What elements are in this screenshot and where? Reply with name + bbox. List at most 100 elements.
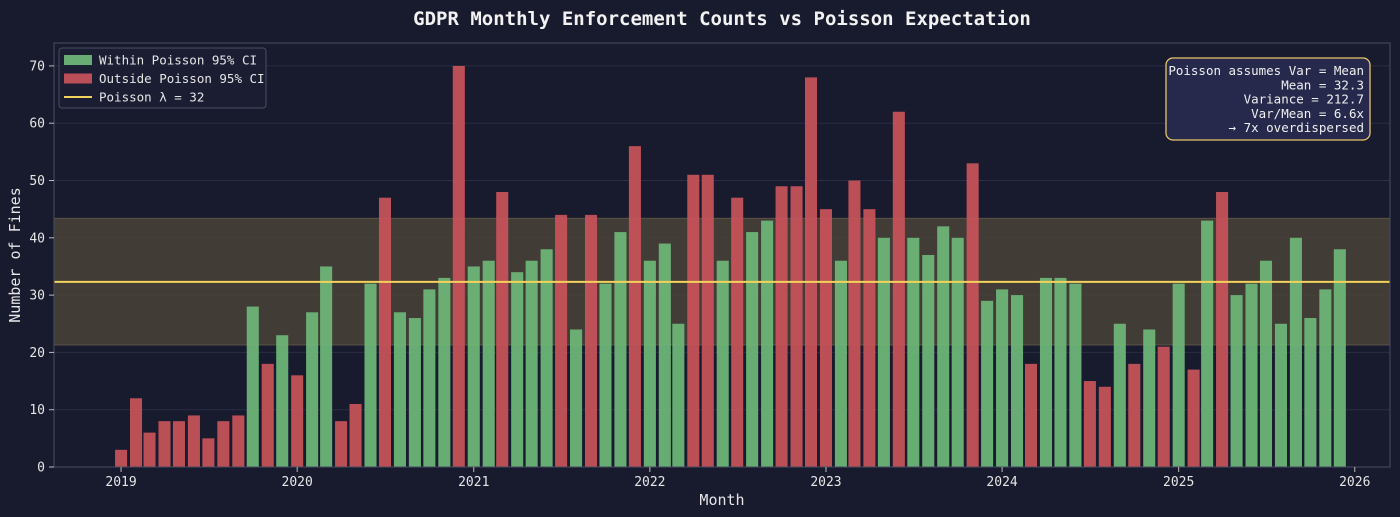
legend-swatch [64,55,92,65]
bar [540,249,553,467]
bar [907,237,920,467]
bar [1025,363,1038,467]
stats-line: Variance = 212.7 [1244,92,1364,107]
stats-line: → 7x overdispersed [1229,120,1364,135]
bar [129,398,143,467]
bar [291,375,304,467]
bar [335,421,348,467]
bar [1083,381,1096,467]
bar [202,438,215,467]
bar [467,266,480,467]
bar [716,260,729,467]
bar [1201,220,1214,467]
bar [1230,295,1243,467]
bar [482,260,495,467]
bar [306,312,319,467]
legend-swatch [64,73,92,84]
bar [320,266,333,467]
y-tick-label: 10 [29,403,45,418]
bar [731,197,744,467]
bar [408,318,421,467]
legend-box [58,47,267,109]
x-tick-label: 2025 [1163,475,1194,490]
bar [658,243,671,467]
y-tick-label: 40 [29,231,45,246]
bar [628,146,641,467]
bar [217,421,230,467]
bar [364,283,377,467]
bar [1187,369,1200,467]
bar [951,237,964,467]
bar [555,214,568,467]
bar [1039,277,1053,467]
legend-label: Outside Poisson 95% CI [99,71,265,86]
stats-line: Var/Mean = 6.6x [1251,106,1364,121]
bar [643,260,656,467]
bar [892,111,905,467]
bar [511,272,524,467]
bar [1054,277,1067,467]
bar [922,255,935,467]
x-axis-title: Month [699,491,744,509]
plot-frame [53,42,1391,468]
bar [848,180,861,467]
bar [187,415,200,467]
bar [393,312,406,467]
bar [996,289,1009,467]
bar [1304,318,1317,467]
plot-area: 0 10 20 30 40 50 60 70 2019 2020 2021 2022 2023 2024 2… [29,42,1391,490]
x-tick-label: 2020 [282,475,313,490]
bar [1289,237,1302,467]
x-tick-label: 2026 [1339,475,1370,490]
y-tick-label: 20 [29,346,45,361]
bar [981,300,994,467]
bar [863,209,876,467]
bar [1333,249,1346,467]
y-tick-label: 0 [37,461,45,476]
stats-box [1165,57,1371,141]
x-tick-label: 2023 [810,475,841,490]
bar [423,289,436,467]
bar [819,209,833,467]
bar [1274,323,1287,467]
y-tick-label: 60 [29,117,45,132]
bar [1172,283,1185,467]
bar [1143,329,1156,467]
bar [1157,346,1170,467]
x-tick-label: 2024 [986,475,1017,490]
bar [687,174,700,467]
bar [746,232,759,467]
y-tick-label: 30 [29,289,45,304]
bar [172,421,185,467]
bar [701,174,714,467]
bar [1128,363,1141,467]
bar [614,232,627,467]
x-tick-label: 2019 [105,475,136,490]
bar [525,260,538,467]
legend-label: Within Poisson 95% CI [99,53,257,68]
x-tick-label: 2021 [458,475,489,490]
bar [1069,283,1082,467]
bar [775,186,788,468]
bar [1319,289,1332,467]
bar [438,277,451,467]
bar [761,220,774,467]
chart-title: GDPR Monthly Enforcement Counts vs Poiss… [413,8,1031,30]
bar [349,403,362,467]
bar [276,335,289,467]
stats-line: Poisson assumes Var = Mean [1168,63,1364,78]
bar [1259,260,1273,467]
bar [1098,386,1111,467]
x-tick-label: 2022 [634,475,665,490]
bar [496,191,509,468]
bar [232,415,245,467]
bar [804,77,818,467]
bar [599,283,612,467]
stats-line: Mean = 32.3 [1281,77,1364,92]
bar [115,449,128,467]
y-tick-label: 50 [29,174,45,189]
bar [584,214,598,467]
